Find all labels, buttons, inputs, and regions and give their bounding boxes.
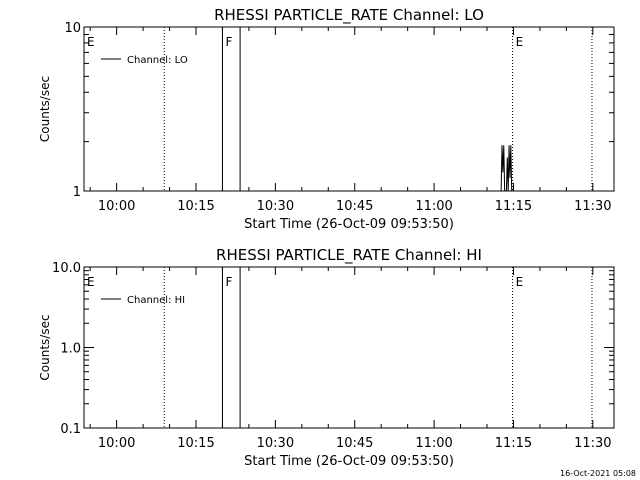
legend-label: Channel: HI: [127, 295, 185, 306]
legend-label: Channel: LO: [127, 55, 188, 66]
x-tick-label: 10:45: [336, 436, 373, 451]
y-tick-label: 1.0: [60, 342, 81, 357]
chart-panel-2: RHESSI PARTICLE_RATE Channel: HI Counts/s…: [38, 246, 615, 469]
chart-title: RHESSI PARTICLE_RATE Channel: HI: [216, 246, 482, 265]
event-marker-label: E: [87, 35, 95, 49]
event-marker-label: F: [225, 35, 232, 49]
plot-frame: [83, 26, 615, 192]
x-axis-label: Start Time (26-Oct-09 09:53:50): [244, 454, 454, 469]
x-tick-label: 10:00: [98, 436, 135, 451]
x-tick-label: 11:15: [495, 436, 532, 451]
x-tick-label: 11:00: [415, 199, 452, 214]
x-tick-label: 10:45: [336, 199, 373, 214]
x-tick-label: 10:15: [177, 436, 214, 451]
x-tick-label: 11:00: [415, 436, 452, 451]
chart-title: RHESSI PARTICLE_RATE Channel: LO: [214, 6, 484, 25]
y-axis-label: Counts/sec: [38, 314, 52, 380]
x-axis-label: Start Time (26-Oct-09 09:53:50): [244, 217, 454, 232]
event-marker-label: E: [516, 275, 524, 289]
x-tick-label: 10:00: [98, 199, 135, 214]
x-tick-label: 10:30: [257, 436, 294, 451]
y-tick-label: 0.1: [60, 422, 81, 437]
x-tick-label: 11:15: [495, 199, 532, 214]
footer-timestamp: 16-Oct-2021 05:08: [560, 469, 636, 478]
event-marker-label: E: [516, 35, 524, 49]
plot-frame: [83, 266, 615, 429]
chart-panel-1: RHESSI PARTICLE_RATE Channel: LO Counts/s…: [38, 6, 615, 232]
data-series-line: [500, 145, 513, 192]
x-tick-label: 10:30: [257, 199, 294, 214]
y-tick-label: 10: [64, 21, 81, 36]
x-tick-label: 11:30: [574, 199, 611, 214]
y-axis-label: Counts/sec: [38, 76, 52, 142]
event-marker-label: F: [225, 275, 232, 289]
y-tick-label: 1: [73, 185, 81, 200]
y-tick-label: 10.0: [52, 261, 81, 276]
x-tick-label: 10:15: [177, 199, 214, 214]
x-tick-label: 11:30: [574, 436, 611, 451]
event-marker-label: E: [87, 275, 95, 289]
